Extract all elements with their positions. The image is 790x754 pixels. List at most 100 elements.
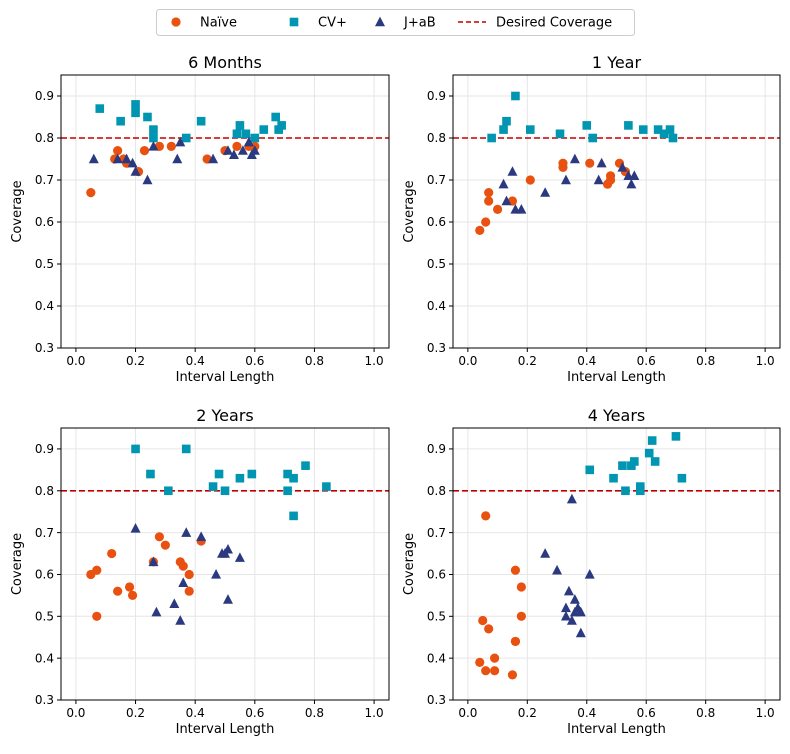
series-naive [475, 511, 526, 680]
point-cv_plus [131, 108, 140, 118]
point-naive [160, 540, 170, 550]
x-tick-label: 0.8 [305, 706, 324, 720]
point-cv_plus [630, 457, 639, 466]
x-tick-label: 1.0 [365, 706, 384, 720]
point-jab [142, 174, 153, 185]
point-cv_plus [232, 129, 242, 139]
y-tick-label: 0.3 [35, 693, 54, 707]
point-jab [208, 153, 219, 164]
y-tick-label: 0.4 [35, 651, 54, 665]
panel-title: 1 Year [592, 53, 642, 72]
point-jab [593, 174, 604, 185]
ticks: 0.0 0.2 0.4 0.6 0.8 1.0 0.3 0.4 0.5 0.6 0.7 0.8 0.9 [35, 442, 384, 720]
y-tick-label: 0.7 [427, 526, 446, 540]
y-tick-label: 0.3 [427, 693, 446, 707]
point-naive [475, 225, 485, 235]
point-jab [88, 153, 99, 164]
legend-frame [156, 9, 635, 36]
series-jab [498, 153, 640, 214]
legend-item-desired: Desired Coverage [458, 16, 612, 31]
point-jab [560, 610, 571, 621]
series-jab [130, 523, 245, 625]
point-jab [584, 569, 595, 579]
panel-title: 6 Months [188, 53, 262, 72]
point-jab [121, 153, 132, 164]
legend-label-cv_plus: CV+ [318, 16, 347, 31]
legend-marker-cv_plus [289, 17, 299, 27]
point-jab [151, 606, 162, 617]
series-naive [86, 141, 260, 198]
y-tick-label: 0.6 [427, 215, 446, 229]
point-naive [139, 146, 150, 156]
data-points [475, 91, 678, 235]
point-cv_plus [250, 133, 260, 143]
point-jab [181, 527, 192, 537]
panel-2: 0.0 0.2 0.4 0.6 0.8 1.0 0.3 0.4 0.5 0.6 0.7 0.8 0.9 1… [402, 53, 781, 385]
series-cv_plus [487, 91, 678, 143]
point-cv_plus [499, 125, 508, 134]
data-points [475, 432, 687, 680]
point-naive [178, 561, 188, 571]
point-cv_plus [164, 486, 173, 496]
x-tick-label: 0.4 [577, 706, 596, 720]
point-cv_plus [609, 473, 618, 483]
point-jab [552, 564, 563, 575]
point-cv_plus [525, 125, 535, 134]
point-jab [498, 178, 509, 189]
point-naive [525, 175, 535, 185]
point-cv_plus [502, 116, 511, 126]
point-jab [596, 157, 607, 168]
point-jab [112, 153, 123, 164]
point-jab [130, 523, 141, 533]
panel-1: 0.0 0.2 0.4 0.6 0.8 1.0 0.3 0.4 0.5 0.6 0.7 0.8 0.9 6… [10, 53, 390, 385]
point-jab [130, 166, 141, 176]
point-cv_plus [283, 486, 292, 496]
plot-frame [452, 427, 781, 701]
legend: Naïve CV+ J+aB Desired Coverage [156, 9, 635, 36]
point-naive [585, 158, 595, 168]
point-cv_plus [647, 436, 657, 445]
point-naive [166, 141, 176, 151]
ticks: 0.0 0.2 0.4 0.6 0.8 1.0 0.3 0.4 0.5 0.6 0.7 0.8 0.9 [35, 89, 384, 368]
x-tick-label: 0.4 [186, 354, 205, 368]
legend-label-jab: J+aB [403, 16, 436, 31]
x-tick-label: 0.6 [637, 706, 656, 720]
point-cv_plus [638, 125, 648, 134]
plot-frame [60, 74, 390, 349]
point-cv_plus [635, 482, 645, 491]
point-cv_plus [621, 486, 630, 496]
point-jab [237, 145, 248, 155]
point-cv_plus [618, 461, 627, 470]
point-cv_plus [181, 444, 191, 454]
point-cv_plus [131, 100, 140, 109]
x-tick-label: 0.6 [637, 354, 656, 368]
point-naive [558, 158, 568, 168]
point-naive [481, 666, 491, 676]
point-jab [178, 577, 189, 588]
y-tick-label: 0.3 [427, 341, 446, 355]
series-jab [88, 136, 260, 185]
point-naive [124, 582, 135, 592]
point-naive [484, 196, 494, 206]
y-tick-label: 0.8 [427, 484, 446, 498]
point-naive [484, 188, 494, 198]
point-cv_plus [247, 469, 257, 479]
x-tick-label: 1.0 [756, 354, 775, 368]
point-jab [222, 543, 233, 554]
point-cv_plus [196, 116, 206, 126]
point-naive [510, 565, 521, 575]
point-cv_plus [585, 465, 595, 475]
point-naive [107, 548, 117, 559]
point-jab [127, 157, 138, 168]
y-tick-label: 0.5 [35, 610, 54, 624]
point-jab [243, 136, 254, 147]
point-naive [113, 586, 123, 596]
x-tick-label: 0.0 [458, 354, 477, 368]
point-cv_plus [671, 432, 681, 441]
point-cv_plus [116, 116, 125, 126]
point-cv_plus [624, 121, 633, 130]
x-tick-label: 0.4 [577, 354, 596, 368]
y-tick-label: 0.5 [35, 257, 54, 271]
point-cv_plus [289, 473, 298, 483]
y-axis-label: Coverage [402, 180, 417, 242]
